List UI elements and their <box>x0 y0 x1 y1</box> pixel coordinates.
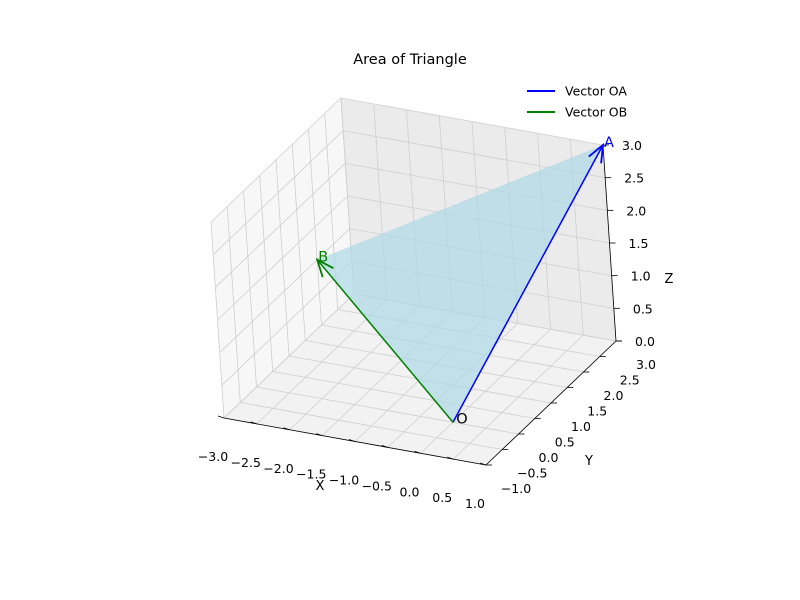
z-tick-label: 1.0 <box>631 269 651 284</box>
point-label-o: O <box>456 411 467 427</box>
vector-oa-line <box>452 144 604 423</box>
grid-line-z-side <box>219 228 350 353</box>
x-tick-label: 1.0 <box>465 496 485 511</box>
point-label-a: A <box>604 135 614 151</box>
z-tick-label: 3.0 <box>622 138 642 153</box>
y-tick-label: −1.0 <box>501 481 531 496</box>
triangle-surface <box>317 145 603 423</box>
z-tick-label: 2.0 <box>626 203 646 218</box>
grid-line-z-back <box>340 97 604 146</box>
y-tick-label: 1.5 <box>587 404 607 419</box>
x-tick-label: −2.0 <box>263 461 293 476</box>
grid-line-z-side <box>221 261 353 386</box>
z-tick-label: 2.5 <box>624 171 644 186</box>
legend: Vector OA Vector OB <box>527 84 627 120</box>
grid-line-z-side <box>217 195 348 321</box>
z-tick-label: 0.5 <box>633 301 653 316</box>
x-tick-mark <box>316 433 323 437</box>
vector-oa-arrowhead <box>588 142 605 164</box>
x-tick-mark <box>283 427 290 431</box>
z-axis-ticks: 0.0 0.5 1.0 1.5 2.0 2.5 3.0 <box>603 138 655 349</box>
x-axis-ticks: −3.0 −2.5 −2.0 −1.5 −1.0 −0.5 0.0 0.5 1.0 <box>198 415 487 511</box>
vector-ob-arrowhead <box>315 257 334 278</box>
z-tick-label: 1.5 <box>629 236 649 251</box>
vector-ob-line <box>316 259 454 423</box>
grid-line-y-floor <box>240 402 503 450</box>
x-tick-mark <box>447 456 454 460</box>
x-tick-label: −1.0 <box>329 473 359 488</box>
x-tick-label: −1.5 <box>296 467 326 482</box>
grid-line-y-floor <box>272 371 535 419</box>
x-tick-label: −2.5 <box>231 455 261 470</box>
y-tick-label: 0.5 <box>555 435 575 450</box>
grid-line-z-side <box>212 130 344 255</box>
z-axis-label: Z <box>665 272 674 287</box>
grid-line-z-side <box>210 97 342 223</box>
y-tick-label: 2.0 <box>604 388 624 403</box>
chart-title: Area of Triangle <box>353 52 467 68</box>
x-tick-mark <box>250 421 257 425</box>
y-axis-label: Y <box>584 454 593 469</box>
x-tick-mark <box>414 450 421 454</box>
y-tick-label: 2.5 <box>620 373 640 388</box>
x-tick-mark <box>348 439 356 442</box>
grid-line-y-floor <box>256 386 519 435</box>
x-tick-mark <box>381 444 388 448</box>
x-tick-label: 0.5 <box>432 490 452 505</box>
x-tick-mark <box>479 462 487 466</box>
x-tick-label: −0.5 <box>362 478 392 493</box>
y-tick-label: 0.0 <box>539 450 559 465</box>
y-tick-label: 1.0 <box>571 419 591 434</box>
grid-line-z-side <box>223 293 355 419</box>
z-tick-label: 0.0 <box>635 334 655 349</box>
x-tick-mark <box>217 415 225 419</box>
x-tick-label: −3.0 <box>198 449 228 464</box>
legend-label: Vector OA <box>565 84 627 99</box>
x-axis-label: X <box>316 479 325 494</box>
y-tick-label: −0.5 <box>517 466 547 481</box>
x-tick-label: 0.0 <box>400 484 420 499</box>
point-label-b: B <box>318 250 328 266</box>
y-tick-label: 3.0 <box>636 357 656 372</box>
grid-line-z-side <box>215 163 346 288</box>
y-axis-ticks: −1.0−0.50.00.51.01.52.02.53.0 <box>486 340 656 496</box>
data-marks: A B O <box>315 135 614 427</box>
legend-label: Vector OB <box>565 105 627 120</box>
